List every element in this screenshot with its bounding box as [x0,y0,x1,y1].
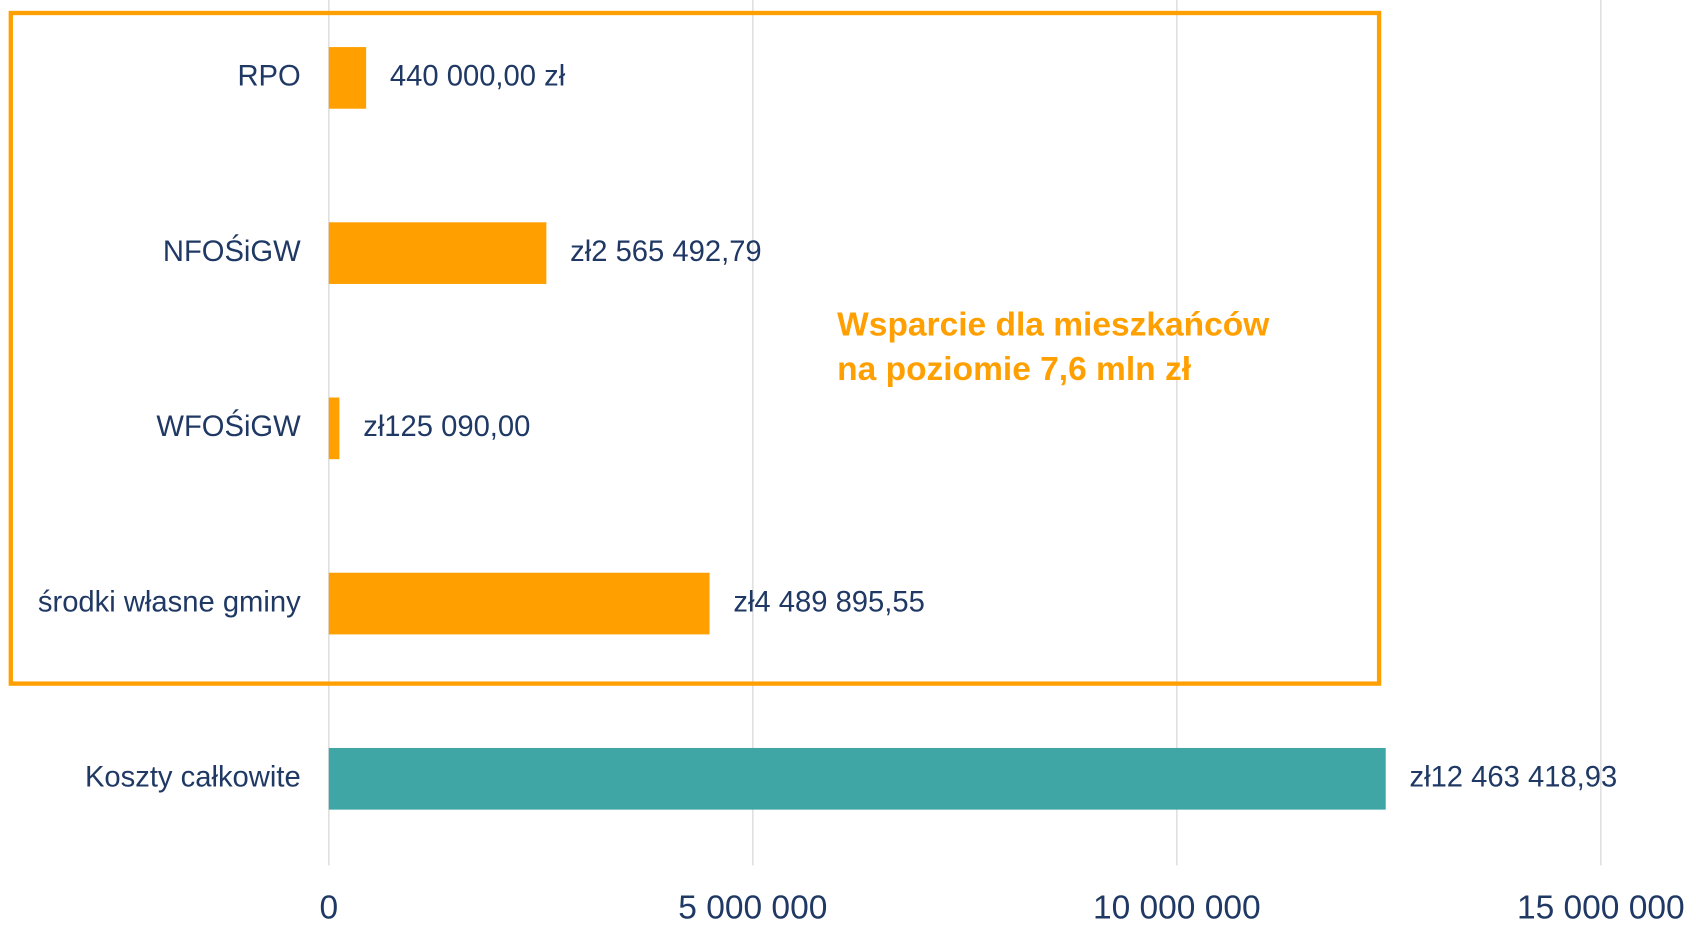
bar [328,397,340,460]
grid: 0 5 000 000 10 000 000 15 000 000 [319,0,1685,927]
y-tick-label: Koszty całkowite [85,762,301,794]
value-label: 440 000,00 zł [390,61,566,93]
x-tick-label: 5 000 000 [678,890,827,927]
bars: RPO 440 000,00 zł NFOŚiGW zł2 565 492,79 WFO… [38,47,1617,810]
value-label: zł4 489 895,55 [733,586,925,618]
value-label: zł125 090,00 [363,411,530,443]
bar [328,47,367,109]
annotation: na poziomie 7,6 mln zł [837,351,1192,388]
highlight-box [8,10,1382,686]
value-label: zł2 565 492,79 [570,236,762,268]
x-tick-label: 10 000 000 [1093,890,1261,927]
y-tick-label: NFOŚiGW [163,234,301,268]
bar [328,572,710,635]
y-tick-label: środki własne gminy [38,586,301,618]
y-tick-label: RPO [237,61,300,93]
x-tick-label: 15 000 000 [1517,890,1685,927]
bar [328,747,1386,810]
x-tick-label: 0 [319,890,338,927]
bar [328,222,547,284]
y-tick-label: WFOŚiGW [156,409,301,443]
annotation: Wsparcie dla mieszkańców [837,307,1270,344]
value-label: zł12 463 418,93 [1410,762,1618,794]
